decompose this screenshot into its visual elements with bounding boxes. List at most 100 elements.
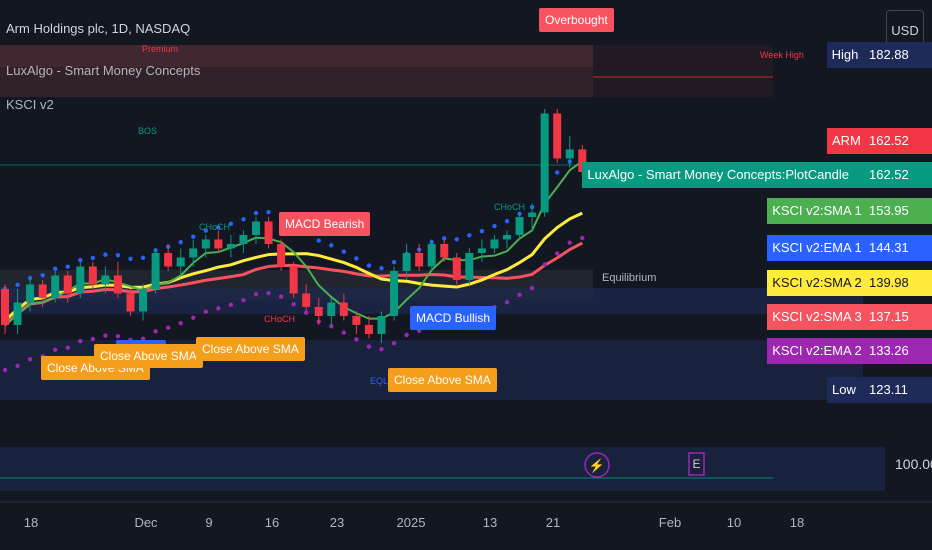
candle[interactable] bbox=[126, 288, 135, 316]
candle[interactable] bbox=[477, 239, 486, 262]
candle[interactable] bbox=[38, 279, 47, 307]
premium-label: Premium bbox=[142, 44, 179, 54]
symbol-title[interactable]: Arm Holdings plc, 1D, NASDAQ bbox=[6, 21, 191, 36]
price-level-4[interactable]: KSCI v2:EMA 1 144.31 bbox=[767, 235, 932, 261]
candle[interactable] bbox=[327, 297, 336, 325]
price-level-name: KSCI v2:SMA 2 bbox=[767, 270, 865, 296]
candle[interactable] bbox=[63, 270, 72, 303]
candle-body bbox=[139, 288, 148, 312]
ema-2-dot bbox=[580, 235, 585, 241]
price-level-0[interactable]: High 182.88 bbox=[826, 42, 932, 68]
price-level-2[interactable]: LuxAlgo - Smart Money Concepts:PlotCandl… bbox=[582, 162, 932, 188]
candle[interactable] bbox=[239, 230, 248, 253]
close-above-sma-signal-3[interactable]: Close Above SMA bbox=[196, 337, 305, 361]
ema-2-dot bbox=[241, 298, 246, 303]
price-level-3[interactable]: KSCI v2:SMA 1 153.95 bbox=[767, 198, 932, 224]
candle-body bbox=[314, 306, 323, 316]
candle-body bbox=[477, 248, 486, 253]
ema-2-dot bbox=[216, 306, 221, 311]
ema-1-dot bbox=[467, 233, 472, 238]
candle[interactable] bbox=[226, 234, 235, 258]
ema-2-dot bbox=[203, 309, 208, 314]
candle[interactable] bbox=[264, 216, 273, 249]
candle[interactable] bbox=[164, 243, 173, 271]
price-level-name: High bbox=[826, 42, 865, 68]
macd-bullish-signal[interactable]: MACD Bullish bbox=[410, 306, 497, 330]
price-level-1[interactable]: ARM 162.52 bbox=[827, 128, 932, 154]
candle[interactable] bbox=[314, 297, 323, 325]
candle[interactable] bbox=[189, 239, 198, 267]
candle[interactable] bbox=[503, 230, 511, 249]
candle[interactable] bbox=[1, 284, 9, 334]
candle[interactable] bbox=[565, 135, 574, 168]
lightning-icon[interactable] bbox=[584, 452, 610, 478]
price-level-6[interactable]: KSCI v2:SMA 3 137.15 bbox=[767, 304, 932, 330]
candle[interactable] bbox=[113, 261, 122, 298]
candle[interactable] bbox=[277, 239, 286, 271]
ema-1-dot bbox=[65, 264, 70, 269]
time-axis-label: 10 bbox=[726, 515, 742, 530]
candle-body bbox=[339, 302, 348, 316]
candle[interactable] bbox=[339, 293, 348, 321]
candle-body bbox=[151, 252, 160, 289]
candle[interactable] bbox=[76, 261, 85, 298]
candle-body bbox=[126, 293, 135, 312]
candle[interactable] bbox=[578, 144, 587, 177]
time-axis-label: 13 bbox=[482, 515, 498, 530]
candle[interactable] bbox=[302, 284, 311, 312]
price-level-5[interactable]: KSCI v2:SMA 2 139.98 bbox=[767, 270, 932, 296]
price-level-8[interactable]: Low 123.11 bbox=[827, 377, 932, 403]
close-above-sma-signal-2[interactable]: Close Above SMA bbox=[94, 344, 203, 368]
candle[interactable] bbox=[553, 108, 562, 163]
sma-2-line[interactable] bbox=[3, 211, 583, 322]
candle[interactable] bbox=[540, 108, 549, 217]
macd-bearish-signal[interactable]: MACD Bearish bbox=[279, 212, 371, 236]
candle[interactable] bbox=[377, 311, 386, 343]
candle[interactable] bbox=[515, 212, 524, 240]
earnings-marker[interactable] bbox=[688, 452, 705, 476]
candle-body bbox=[252, 221, 260, 235]
candle[interactable] bbox=[176, 248, 185, 276]
candle[interactable] bbox=[13, 288, 22, 334]
candle[interactable] bbox=[139, 284, 148, 321]
candle[interactable] bbox=[101, 266, 110, 294]
bos-label: BOS bbox=[138, 126, 158, 136]
candle[interactable] bbox=[88, 261, 97, 289]
candle[interactable] bbox=[415, 243, 424, 271]
candle[interactable] bbox=[402, 243, 411, 280]
candle[interactable] bbox=[352, 311, 361, 334]
candle[interactable] bbox=[214, 230, 223, 253]
candle[interactable] bbox=[465, 248, 474, 285]
candle[interactable] bbox=[364, 315, 373, 339]
sma-1-line[interactable] bbox=[4, 160, 583, 326]
candle[interactable] bbox=[490, 234, 499, 253]
candle[interactable] bbox=[528, 203, 537, 231]
candle[interactable] bbox=[151, 248, 160, 294]
candle[interactable] bbox=[440, 239, 449, 262]
candle[interactable] bbox=[201, 234, 210, 258]
ema-2-dot bbox=[504, 299, 510, 305]
candle-body bbox=[214, 239, 223, 249]
ema-2-dot bbox=[291, 301, 296, 307]
candle-body bbox=[515, 216, 524, 235]
candle[interactable] bbox=[26, 275, 35, 312]
ema-2-dot bbox=[278, 294, 284, 299]
candle[interactable] bbox=[51, 270, 60, 303]
candle-body bbox=[402, 252, 411, 271]
indicator-smc-title[interactable]: LuxAlgo - Smart Money Concepts bbox=[6, 63, 201, 78]
ema-2-dot bbox=[78, 338, 83, 344]
ema-1-dot bbox=[115, 252, 121, 258]
candle[interactable] bbox=[252, 216, 260, 244]
overbought-signal[interactable]: Overbought bbox=[539, 8, 614, 32]
candle[interactable] bbox=[289, 261, 298, 298]
ema-1-dot bbox=[203, 228, 208, 233]
indicator-ksci-title[interactable]: KSCI v2 bbox=[6, 97, 54, 112]
close-above-sma-signal-4[interactable]: Close Above SMA bbox=[388, 368, 497, 392]
candle[interactable] bbox=[452, 252, 461, 285]
ema-1-dot bbox=[216, 225, 221, 230]
ema-2-dot bbox=[404, 332, 409, 338]
candle[interactable] bbox=[390, 266, 399, 321]
price-level-value: 153.95 bbox=[862, 198, 932, 224]
candle[interactable] bbox=[427, 239, 436, 271]
price-level-7[interactable]: KSCI v2:EMA 2 133.26 bbox=[767, 338, 932, 364]
